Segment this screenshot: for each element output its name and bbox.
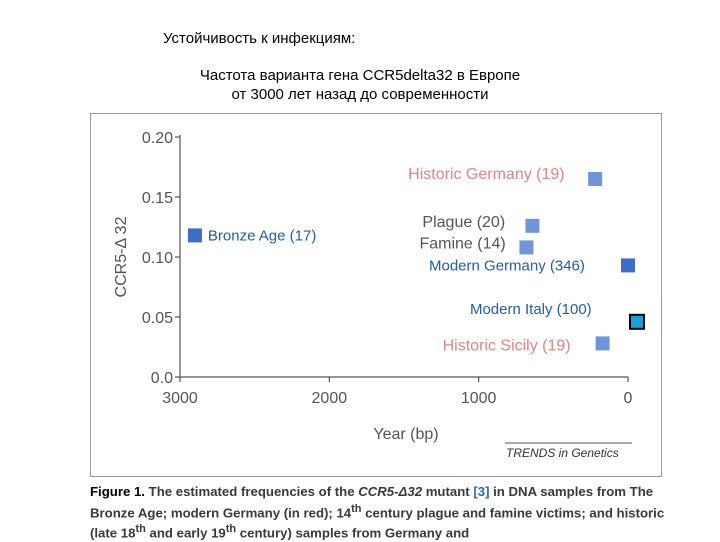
data-point	[519, 240, 534, 255]
data-point	[628, 313, 645, 330]
superscript: th	[135, 523, 146, 536]
slide-heading: Устойчивость к инфекциям:	[163, 30, 356, 47]
data-point	[621, 258, 635, 273]
caption-text: mutant	[422, 484, 474, 499]
superscript: th	[351, 502, 362, 515]
point-label: Historic Sicily (19)	[443, 337, 571, 354]
chart-subtitle: Частота варианта гена CCR5delta32 в Евро…	[0, 66, 720, 104]
x-axis-label: Year (bp)	[373, 426, 438, 443]
data-point	[525, 218, 540, 233]
point-label: Famine (14)	[419, 235, 505, 252]
y-tick-label: 0.20	[142, 130, 173, 147]
caption-text: and early 19	[145, 525, 226, 541]
point-label: Modern Germany (346)	[429, 257, 585, 274]
y-tick-label: 0.15	[142, 190, 173, 207]
subtitle-line-1: Частота варианта гена CCR5delta32 в Евро…	[199, 67, 521, 84]
caption-text: in DNA samples from The Bronze Age; mode…	[90, 484, 654, 520]
point-label: Plague (20)	[422, 214, 505, 231]
point-label: Bronze Age (17)	[208, 227, 316, 244]
x-tick-label: 0	[624, 390, 633, 407]
point-label: Modern Italy (100)	[470, 301, 592, 318]
data-marks: Bronze Age (17) Historic Germany (19) Plag…	[187, 166, 645, 354]
y-tick-label: 0.0	[151, 370, 173, 387]
caption-text: century) samples from Germany and	[236, 525, 470, 541]
x-tick-label: 1000	[461, 390, 497, 407]
gene-name: CCR5-Δ32	[358, 484, 423, 499]
axes: 0.0 0.05 0.10 0.15 0.20 3000 2000 1000 0	[142, 130, 633, 407]
x-tick-label: 3000	[162, 390, 198, 407]
data-point	[588, 172, 603, 186]
caption-text: The estimated frequencies of the	[144, 484, 359, 499]
data-point	[187, 228, 202, 243]
point-label: Historic Germany (19)	[408, 166, 564, 183]
y-tick-label: 0.05	[142, 310, 173, 327]
subtitle-line-2: от 3000 лет назад до современности	[231, 86, 489, 103]
y-tick-label: 0.10	[142, 250, 173, 267]
superscript: th	[225, 523, 237, 536]
figure-label: Figure 1.	[90, 484, 145, 499]
credit-text: TRENDS in Genetics	[506, 446, 619, 460]
caption-text: century plague and famine victims; and h…	[90, 504, 665, 541]
x-tick-label: 2000	[312, 390, 348, 407]
reference-link[interactable]: [3]	[473, 484, 490, 499]
figure-frame	[90, 113, 662, 477]
y-axis-label: CCR5-Δ 32	[113, 216, 130, 297]
figure-caption: Figure 1. The estimated frequencies of t…	[90, 483, 670, 542]
data-point	[595, 336, 610, 351]
